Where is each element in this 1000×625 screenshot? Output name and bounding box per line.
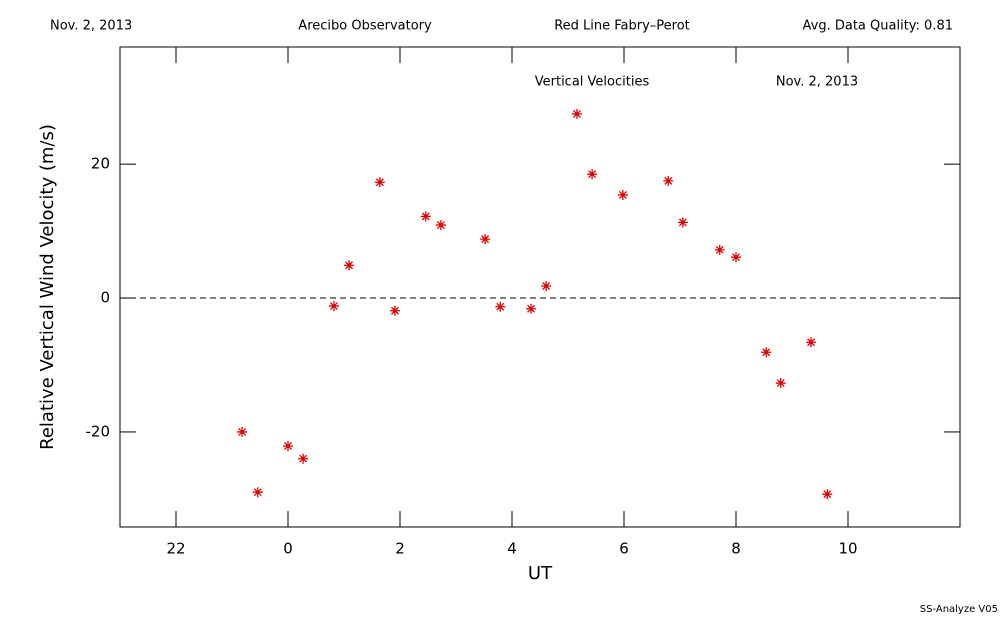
data-point bbox=[298, 453, 309, 464]
data-point bbox=[252, 487, 263, 498]
y-tick-label: -20 bbox=[86, 422, 111, 440]
data-point bbox=[663, 175, 674, 186]
chart-subtitle: Nov. 2, 2013 bbox=[776, 75, 858, 90]
data-point bbox=[761, 347, 772, 358]
data-point bbox=[328, 301, 339, 312]
chart-title: Vertical Velocities bbox=[535, 75, 650, 90]
x-tick-label: 8 bbox=[731, 540, 741, 558]
data-point bbox=[526, 303, 537, 314]
data-point bbox=[677, 217, 688, 228]
header-instrument: Red Line Fabry–Perot bbox=[554, 19, 690, 34]
data-point bbox=[480, 234, 491, 245]
data-point bbox=[495, 301, 506, 312]
plot-frame bbox=[119, 46, 961, 528]
data-point bbox=[344, 260, 355, 271]
y-axis-label: Relative Vertical Wind Velocity (m/s) bbox=[37, 124, 58, 450]
x-tick-label: 22 bbox=[166, 540, 185, 558]
data-point bbox=[420, 211, 431, 222]
x-tick-label: 2 bbox=[395, 540, 405, 558]
x-tick-label: 6 bbox=[619, 540, 629, 558]
data-point bbox=[283, 440, 293, 451]
x-tick-label: 0 bbox=[283, 540, 293, 558]
data-point bbox=[775, 378, 786, 389]
y-tick-label: 0 bbox=[100, 289, 110, 307]
data-point bbox=[714, 244, 725, 255]
data-point bbox=[374, 177, 385, 188]
data-point bbox=[237, 426, 248, 437]
header-date: Nov. 2, 2013 bbox=[50, 19, 132, 34]
data-point bbox=[806, 337, 817, 348]
data-point bbox=[587, 169, 598, 180]
footer: SS-Analyze V05 bbox=[920, 604, 998, 615]
data-point bbox=[731, 252, 741, 263]
data-point bbox=[822, 489, 833, 500]
x-tick-label: 10 bbox=[838, 540, 857, 558]
y-tick-label: 20 bbox=[91, 155, 110, 173]
header-site: Arecibo Observatory bbox=[298, 19, 432, 34]
data-point bbox=[571, 108, 582, 119]
x-tick-label: 4 bbox=[507, 540, 517, 558]
header-quality: Avg. Data Quality: 0.81 bbox=[803, 19, 953, 34]
data-point bbox=[617, 189, 628, 200]
data-point bbox=[541, 280, 552, 291]
x-axis-label: UT bbox=[528, 563, 553, 584]
data-point bbox=[389, 305, 400, 316]
data-point bbox=[435, 220, 446, 231]
